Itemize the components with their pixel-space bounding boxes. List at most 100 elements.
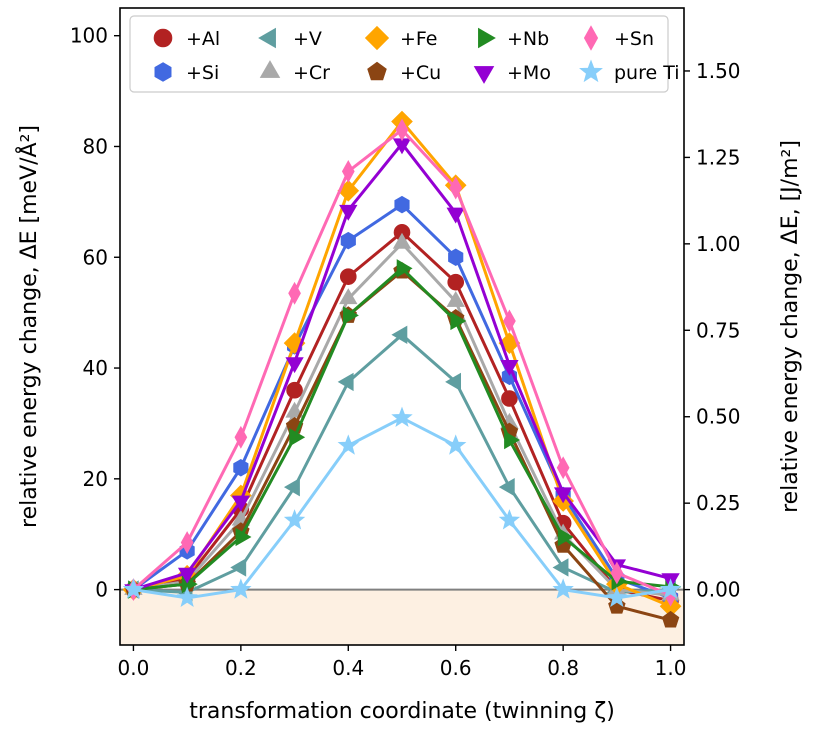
data-point-pure-ti [606,586,628,608]
x-tick-label: 0.0 [118,656,150,680]
y-tick-label-right: 0.50 [696,405,741,429]
x-axis-label: transformation coordinate (twinning ζ) [189,699,615,724]
legend-marker-al [153,28,173,48]
y-tick-label-right: 0.25 [696,491,741,515]
data-point-sn [556,456,570,480]
legend-marker-cu [367,61,387,81]
x-tick-label: 0.6 [440,656,472,680]
y-tick-label-left: 0 [95,578,108,602]
data-point-nb [342,306,359,325]
data-point-nb [557,527,574,547]
data-point-sn [395,118,409,142]
data-point-nb [396,259,413,278]
x-tick-label: 0.2 [225,656,257,680]
y-tick-label-right: 0.00 [696,578,741,602]
series-line-fe [133,120,672,608]
data-point-nb [235,527,252,547]
data-point-v [391,325,408,344]
data-point-sn [503,309,516,333]
data-point-sn [180,531,194,554]
legend-marker-cr [259,60,281,78]
series-pure-ti [122,406,682,608]
data-point-pure-ti [445,434,467,455]
y-axis-label-left: relative energy change, ΔE [meV/Å²] [15,125,42,528]
legend-marker-mo [473,66,495,84]
data-point-al [447,273,465,291]
series-line-v [133,333,671,594]
y-tick-label-left: 40 [83,356,108,380]
data-point-pure-ti [230,578,252,599]
data-point-mo [231,495,251,512]
data-point-pure-ti [337,434,359,455]
data-point-si [233,459,249,477]
data-point-v [337,372,354,392]
series-layer [122,110,682,628]
legend-label-fe: +Fe [400,28,438,50]
data-point-pure-ti [498,509,521,530]
series-line-cu [133,269,671,622]
data-point-pure-ti [552,578,574,599]
legend-label-sn: +Sn [614,28,654,50]
legend-label-mo: +Mo [507,62,551,84]
negative-region [120,589,684,645]
data-point-sn [341,159,355,183]
legend-marker-si [154,62,172,82]
legend-marker-sn [583,25,599,51]
data-point-sn [234,425,248,449]
data-point-si [340,231,356,250]
x-tick-label: 1.0 [655,656,687,680]
data-point-v [230,558,247,577]
negative-region-layer [120,589,684,645]
data-point-mo [553,487,573,504]
x-tick-label: 0.4 [332,656,364,680]
axes-layer: 0.0 0.2 0.4 0.6 0.8 1.00204060801000.000.250.… [70,24,741,680]
y-tick-label-left: 60 [83,245,108,269]
y-tick-label-left: 100 [70,24,108,48]
data-point-mo [446,207,465,224]
data-point-cr [392,232,412,249]
data-point-pure-ti [659,578,682,599]
legend-label-cu: +Cu [400,62,441,84]
y-tick-label-left: 20 [83,467,108,491]
data-point-nb [504,430,521,450]
data-point-v [552,558,569,577]
data-point-cr [339,288,358,305]
data-point-si [394,195,410,214]
data-point-pure-ti [122,578,145,599]
legend-label-cr: +Cr [293,62,330,84]
data-point-mo [339,204,358,221]
legend-marker-pure-ti [579,59,603,83]
data-point-mo [500,359,519,376]
data-point-v [445,372,462,392]
data-point-al [286,381,303,399]
data-point-sn [610,561,624,585]
data-point-v [498,477,515,497]
legend-marker-v [258,27,276,49]
data-point-pure-ti [391,406,413,427]
data-point-nb [289,428,306,447]
legend-label-si: +Si [186,62,219,84]
y-axis-label-right: relative energy change, ΔE, [J/m²] [778,140,803,513]
y-tick-label-left: 80 [83,134,108,158]
y-tick-label-right: 1.00 [696,232,741,256]
legend-label-nb: +Nb [507,28,549,50]
data-point-pure-ti [176,586,198,608]
legend-label-al: +Al [186,28,220,50]
x-tick-label: 0.8 [547,656,579,680]
y-tick-label-right: 1.50 [696,59,741,83]
data-point-sn [288,281,301,305]
data-point-pure-ti [283,509,306,530]
data-point-al [501,390,518,407]
data-point-cu [661,610,680,628]
data-point-sn [449,176,463,200]
y-tick-label-right: 1.25 [696,145,741,169]
series-cu [124,261,680,628]
legend-marker-fe [364,25,390,51]
legend-label-pure-ti: pure Ti [614,62,680,84]
legend: +Al +Si +V +Cr +Fe +Cu +Nb +Mo +Sn pure Ti [129,15,680,93]
legend-label-v: +V [293,28,322,50]
series-v [122,325,676,602]
data-point-al [339,268,357,285]
legend-marker-nb [478,27,496,49]
